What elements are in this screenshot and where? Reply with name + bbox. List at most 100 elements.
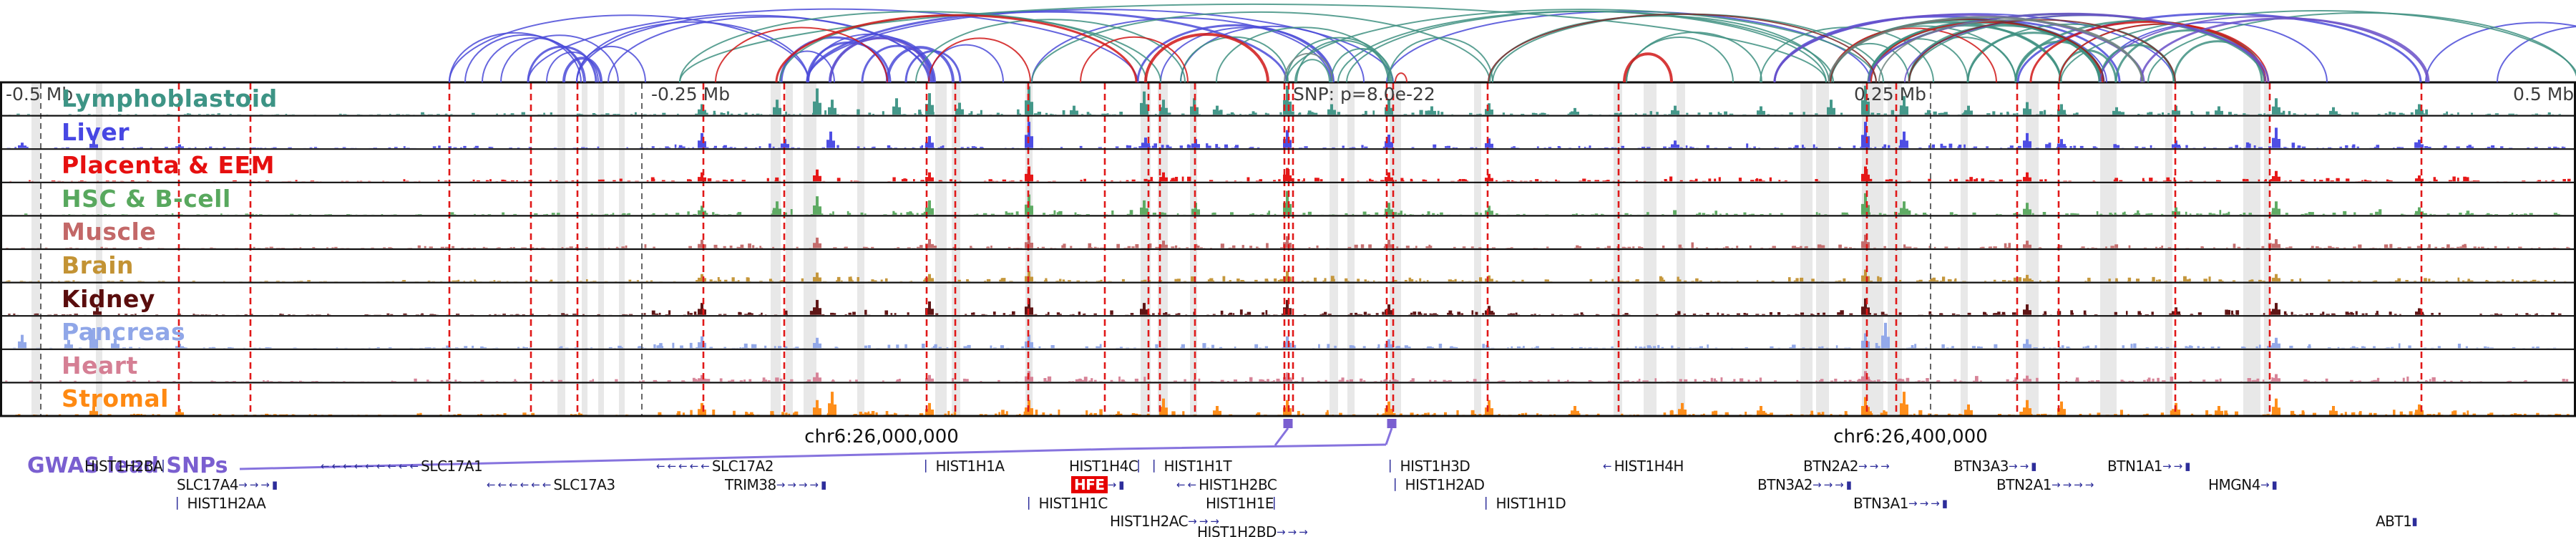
gene-label-hist1h4c: HIST1H4C▏: [1069, 458, 1148, 475]
interaction-arc: [1284, 52, 1333, 83]
gene-strand-glyph: ▏: [1390, 460, 1400, 473]
interaction-arc: [500, 34, 619, 83]
gene-label-hist1h4h: ←HIST1H4H: [1603, 458, 1684, 475]
track-label-kidney: Kidney: [62, 284, 155, 313]
gene-strand-glyph: →▮: [1107, 478, 1127, 491]
gene-label-btn1a1: BTN1A1→→▮: [2107, 458, 2192, 475]
interaction-arc: [1296, 39, 1389, 83]
gene-name: HFE: [1071, 476, 1108, 493]
interaction-arc: [1829, 21, 2062, 83]
gene-strand-glyph: ▏: [1485, 497, 1496, 510]
interaction-arc: [576, 45, 646, 83]
gene-name: BTN3A2: [1757, 476, 1813, 493]
interaction-arc: [715, 26, 888, 83]
gene-name: HIST1H1C: [1038, 495, 1108, 512]
signal-bars-hsc-b-cell: [10, 190, 2562, 215]
gene-name: SLC17A2: [711, 458, 774, 475]
gene-label-hist1h2ba: HIST1H2BA▏: [84, 458, 173, 475]
gene-label-slc17a1: ←←←←←←←←←SLC17A1: [321, 458, 483, 475]
coordinate-label-chr6-26000000: chr6:26,000,000: [804, 426, 959, 448]
gwas-line: [239, 443, 1387, 470]
track-label-muscle: Muscle: [62, 218, 157, 246]
gwas-lollipop-stem: [1385, 427, 1393, 445]
snp-pvalue-label: SNP: p=8.0e-22: [1293, 84, 1435, 105]
interaction-arc: [1387, 37, 1493, 83]
gene-name: HIST1H4H: [1614, 458, 1684, 475]
interaction-arc: [449, 14, 809, 83]
gwas-lead-snps-label: GWAS lead SNPs: [27, 453, 228, 478]
interaction-arc: [886, 46, 955, 83]
gene-name: HIST1H2BA: [84, 458, 163, 475]
gene-strand-glyph: →→→: [1188, 515, 1221, 528]
track-label-placenta-eem: Placenta & EEM: [62, 151, 275, 180]
interaction-arc: [861, 44, 935, 83]
gene-label-btn2a2: BTN2A2→→→: [1803, 458, 1892, 475]
axis-label-minus-0-5mb: -0.5 Mb: [6, 84, 74, 105]
interaction-arc: [775, 14, 1138, 83]
interaction-arc: [2425, 21, 2576, 83]
gene-strand-glyph: →→→▮: [238, 478, 280, 491]
axis-label-0-5mb: 0.5 Mb: [2513, 84, 2575, 105]
gene-name: HIST1H2AA: [187, 495, 266, 512]
gene-label-hist1h1d: ▏HIST1H1D: [1485, 495, 1566, 512]
interaction-arc: [1144, 33, 1269, 83]
gene-label-hist1h1t: ▏HIST1H1T: [1153, 458, 1232, 475]
signal-bars-muscle: [6, 234, 2570, 248]
interaction-arc: [1346, 10, 1834, 83]
gene-strand-glyph: →→→→: [2051, 478, 2097, 491]
track-label-stromal: Stromal: [62, 384, 169, 413]
gene-strand-glyph: ←←←←←←←←←: [321, 460, 421, 473]
interaction-arc: [464, 34, 585, 83]
track-label-brain: Brain: [62, 251, 135, 279]
gene-label-btn3a2: BTN3A2→→→▮: [1757, 476, 1854, 493]
interaction-arc: [1488, 13, 1877, 83]
gene-strand-glyph: ←: [1603, 460, 1614, 473]
interaction-arc: [482, 37, 586, 83]
interaction-arc: [1160, 26, 1335, 83]
gene-label-hist1h2aa: ▏HIST1H2AA: [177, 495, 266, 512]
gene-strand-glyph: ▏: [162, 460, 173, 473]
gene-label-slc17a4: SLC17A4→→→▮: [177, 476, 280, 493]
gene-name: BTN2A2: [1803, 458, 1859, 475]
interaction-arc: [1031, 11, 1491, 83]
gene-name: HIST1H2BD: [1197, 523, 1277, 537]
gene-label-trim38: TRIM38→→→→▮: [725, 476, 829, 493]
interaction-arc: [1626, 37, 1734, 83]
coordinate-label-chr6-26400000: chr6:26,400,000: [1833, 426, 1988, 448]
gene-name: BTN3A1: [1853, 495, 1909, 512]
gene-strand-glyph: ←←←←←: [656, 460, 712, 473]
gene-strand-glyph: ←←: [1176, 478, 1199, 491]
gene-strand-glyph: ▏: [1153, 460, 1164, 473]
gene-name: BTN3A3: [1953, 458, 2009, 475]
gene-name: HIST1H4C: [1069, 458, 1138, 475]
interaction-arc: [1294, 59, 1330, 83]
interaction-arc: [829, 37, 931, 83]
interaction-arc: [1626, 32, 1762, 83]
interaction-arc: [2014, 40, 2103, 83]
interaction-arc: [2140, 17, 2430, 83]
interaction-arc: [1330, 48, 1393, 83]
gene-name: BTN1A1: [2107, 458, 2163, 475]
gene-name: SLC17A1: [421, 458, 483, 475]
gwas-lollipop-stem: [1274, 427, 1289, 446]
gene-label-slc17a2: ←←←←←SLC17A2: [656, 458, 774, 475]
gene-label-hist1h2ad: ▏HIST1H2AD: [1395, 476, 1485, 493]
interaction-arc: [608, 16, 930, 83]
gene-name: SLC17A4: [177, 476, 239, 493]
gene-strand-glyph: ▏: [1395, 478, 1405, 491]
gene-label-hist1h2bd: HIST1H2BD→→→: [1197, 523, 1310, 537]
gene-label-hfe: HFE →▮: [1071, 476, 1126, 493]
gene-strand-glyph: →▮: [2260, 478, 2280, 491]
track-label-heart: Heart: [62, 351, 138, 379]
signal-bars-liver: [6, 122, 2566, 148]
gene-label-btn3a1: BTN3A1→→→▮: [1853, 495, 1950, 512]
signal-bars-heart: [5, 371, 2569, 382]
gene-strand-glyph: →→→▮: [1908, 497, 1950, 510]
interaction-arc: [1395, 72, 1407, 83]
interaction-arc: [2147, 12, 2576, 83]
gene-name: BTN2A1: [1996, 476, 2052, 493]
gene-label-abt1: ABT1▮: [2376, 513, 2420, 530]
gene-strand-glyph: ▏: [1273, 497, 1284, 510]
gene-name: ABT1: [2376, 513, 2412, 530]
interaction-arc: [1904, 14, 2266, 83]
